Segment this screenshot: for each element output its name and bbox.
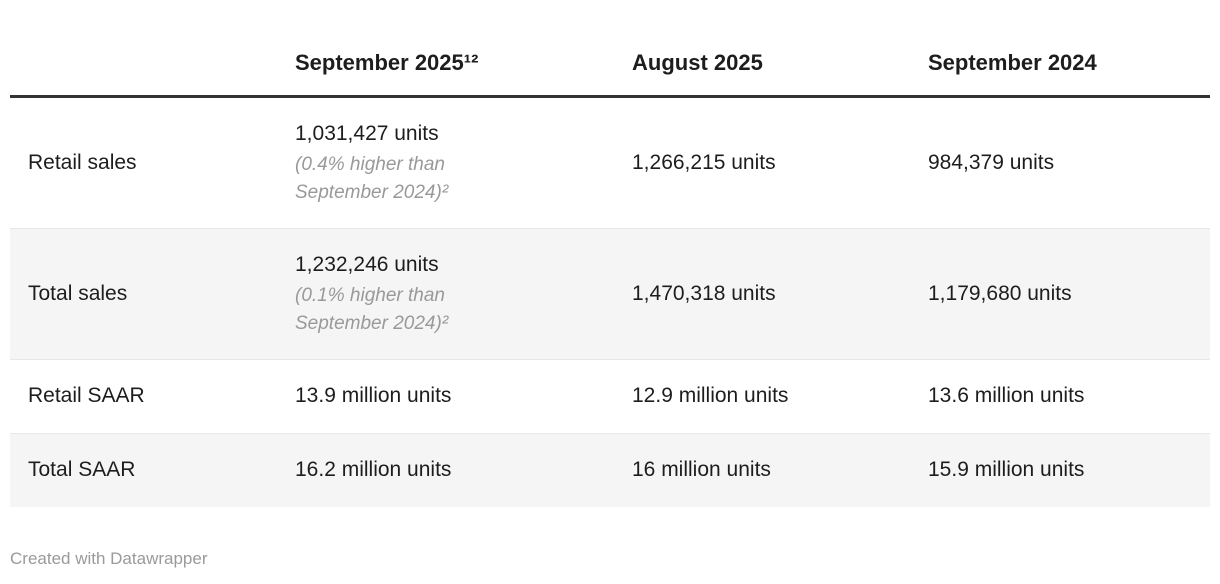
column-header-september-2025: September 2025¹² <box>295 0 632 99</box>
cell-total-saar-sep2025: 16.2 million units <box>295 458 452 482</box>
cell-retail-saar-aug2025: 12.9 million units <box>632 384 789 408</box>
cell-total-saar-aug2025: 16 million units <box>632 458 771 482</box>
cell-retail-saar-sep2024: 13.6 million units <box>928 384 1085 408</box>
table-row-total-saar: Total SAAR 16.2 million units 16 million… <box>10 433 1210 508</box>
table-body: Retail sales 1,031,427 units (0.4% highe… <box>10 97 1210 508</box>
datawrapper-attribution-link[interactable]: Created with Datawrapper <box>10 549 208 569</box>
cell-total-sales-aug2025: 1,470,318 units <box>632 281 776 305</box>
row-label: Total SAAR <box>28 458 136 482</box>
table-row-total-sales: Total sales 1,232,246 units (0.1% higher… <box>10 228 1210 360</box>
cell-retail-sales-sep2025: 1,031,427 units (0.4% higher than Septem… <box>295 97 632 229</box>
cell-note: (0.1% higher than September 2024)² <box>295 285 449 334</box>
footer: Created with Datawrapper <box>10 547 1220 571</box>
cell-retail-sales-aug2025: 1,266,215 units <box>632 150 776 174</box>
cell-retail-saar-sep2025: 13.9 million units <box>295 384 452 408</box>
cell-total-sales-sep2024: 1,179,680 units <box>928 281 1072 305</box>
column-header-august-2025: August 2025 <box>632 0 928 99</box>
row-label: Retail sales <box>28 150 137 174</box>
column-header-september-2024: September 2024 <box>928 0 1210 99</box>
cell-total-saar-sep2024: 15.9 million units <box>928 458 1085 482</box>
cell-value: 1,031,427 units <box>295 122 439 146</box>
row-label: Total sales <box>28 281 128 305</box>
table-header: September 2025¹² August 2025 September 2… <box>10 0 1210 99</box>
table-row-retail-saar: Retail SAAR 13.9 million units 12.9 mill… <box>10 359 1210 434</box>
column-header-blank <box>10 0 295 99</box>
row-label: Retail SAAR <box>28 384 145 408</box>
cell-retail-sales-sep2024: 984,379 units <box>928 150 1055 174</box>
table-row-retail-sales: Retail sales 1,031,427 units (0.4% highe… <box>10 97 1210 229</box>
cell-total-sales-sep2025: 1,232,246 units (0.1% higher than Septem… <box>295 229 632 360</box>
cell-value: 1,232,246 units <box>295 253 439 277</box>
vehicle-sales-table: September 2025¹² August 2025 September 2… <box>10 0 1210 508</box>
cell-note: (0.4% higher than September 2024)² <box>295 154 449 203</box>
header-row: September 2025¹² August 2025 September 2… <box>10 0 1210 99</box>
